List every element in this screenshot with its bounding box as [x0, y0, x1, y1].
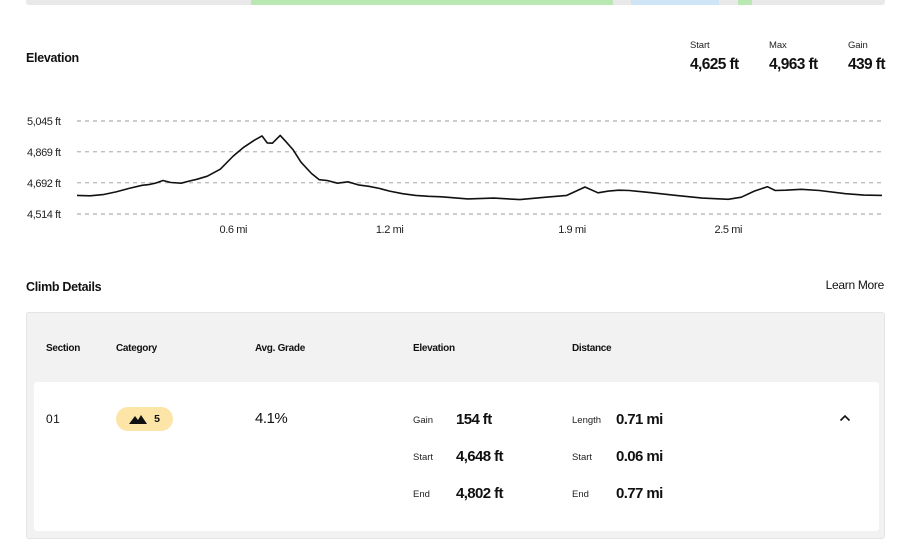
x-tick-label: 1.9 mi	[558, 224, 586, 236]
elevation-end-label: End	[413, 489, 430, 500]
climb-row[interactable]: 01 5 4.1% Gain 154 ft Start 4,648 ft End…	[34, 382, 879, 531]
y-tick-label: 4,692 ft	[27, 178, 61, 190]
chevron-up-icon[interactable]	[839, 414, 851, 422]
section-number: 01	[46, 412, 61, 426]
header-avg-grade: Avg. Grade	[255, 343, 305, 354]
map-segment	[738, 0, 752, 5]
map-preview-strip[interactable]	[26, 0, 885, 5]
elevation-profile-line	[76, 134, 883, 201]
distance-start-label: Start	[572, 452, 593, 463]
category-value: 5	[154, 413, 160, 425]
length-label: Length	[572, 415, 602, 426]
stat-gain-label: Gain	[848, 40, 868, 51]
y-tick-label: 5,045 ft	[27, 116, 61, 128]
map-segment	[631, 0, 719, 5]
gain-label: Gain	[413, 415, 434, 426]
stat-max-value: 4,963 ft	[769, 56, 818, 73]
elevation-chart[interactable]: 5,045 ft 4,869 ft 4,692 ft 4,514 ft 0.6 mi 1.…	[0, 100, 900, 245]
distance-start-value: 0.06 mi	[616, 448, 663, 465]
x-tick-label: 1.2 mi	[376, 224, 404, 236]
climb-details-title: Climb Details	[26, 280, 102, 294]
stat-start-label: Start	[690, 40, 710, 51]
y-tick-label: 4,514 ft	[27, 209, 61, 221]
stat-gain: Gain 439 ft	[848, 40, 886, 74]
header-distance: Distance	[572, 343, 612, 354]
stat-max: Max 4,963 ft	[769, 40, 818, 74]
learn-more-link[interactable]: Learn More	[825, 278, 885, 292]
map-segment	[251, 0, 389, 5]
header-section: Section	[46, 343, 81, 354]
header-category: Category	[116, 343, 157, 354]
stat-start: Start 4,625 ft	[690, 40, 739, 74]
x-tick-label: 0.6 mi	[220, 224, 248, 236]
elevation-end-value: 4,802 ft	[456, 485, 504, 502]
length-value: 0.71 mi	[616, 411, 663, 428]
elevation-title: Elevation	[26, 51, 79, 65]
gain-value: 154 ft	[456, 411, 492, 428]
header-elevation: Elevation	[413, 343, 455, 354]
stat-max-label: Max	[769, 40, 787, 51]
avg-grade-value: 4.1%	[255, 410, 288, 427]
map-segment	[26, 0, 74, 5]
climb-table: Section Category Avg. Grade Elevation Di…	[26, 312, 885, 539]
elevation-start-value: 4,648 ft	[456, 448, 504, 465]
stat-start-value: 4,625 ft	[690, 56, 739, 73]
category-badge: 5	[116, 407, 173, 431]
map-segment	[389, 0, 551, 5]
y-tick-label: 4,869 ft	[27, 147, 61, 159]
mountain-icon	[129, 415, 148, 424]
elevation-start-label: Start	[413, 452, 434, 463]
distance-end-label: End	[572, 489, 589, 500]
distance-end-value: 0.77 mi	[616, 485, 663, 502]
map-segment	[551, 0, 613, 5]
stat-gain-value: 439 ft	[848, 56, 886, 73]
x-tick-label: 2.5 mi	[715, 224, 743, 236]
